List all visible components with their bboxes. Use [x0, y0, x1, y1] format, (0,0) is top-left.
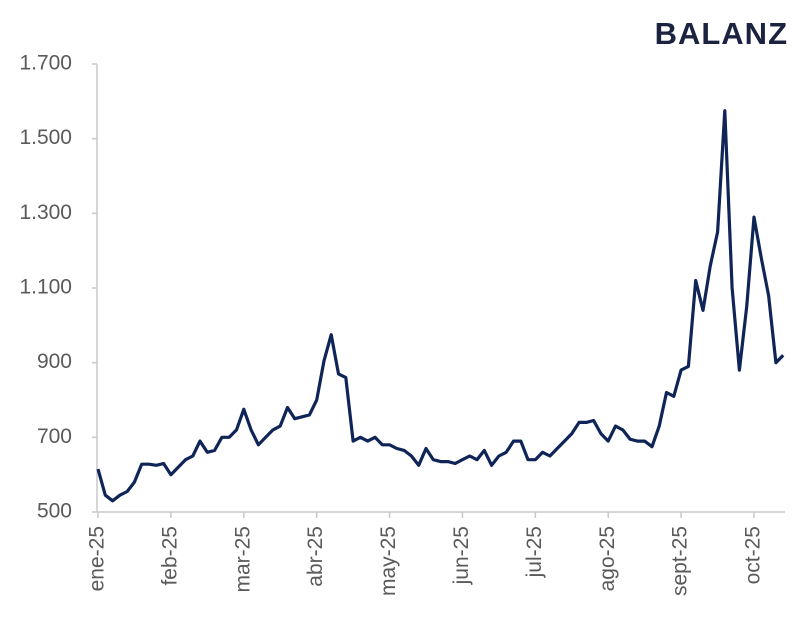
x-tick-label: abr-25: [304, 526, 327, 587]
x-tick-label: feb-25: [158, 526, 181, 586]
x-tick-label: jun-25: [450, 526, 473, 585]
x-tick-label: ene-25: [86, 526, 109, 591]
y-tick-label: 700: [37, 425, 72, 448]
x-tick-label: may-25: [377, 526, 400, 596]
x-tick-label: oct-25: [742, 526, 765, 584]
x-tick-label: sept-25: [669, 526, 692, 596]
y-tick-label: 1.700: [19, 52, 72, 75]
y-tick-label: 1.100: [19, 276, 72, 299]
y-tick-label: 500: [37, 500, 72, 523]
y-tick-label: 900: [37, 350, 72, 373]
y-tick-label: 1.300: [19, 201, 72, 224]
chart-title: BALANZ: [655, 16, 788, 51]
x-tick-label: ago-25: [596, 526, 619, 591]
data-line: [96, 109, 785, 503]
x-tick-label: mar-25: [231, 526, 254, 593]
y-tick-label: 1.500: [19, 126, 72, 149]
x-tick-label: jul-25: [523, 526, 546, 578]
